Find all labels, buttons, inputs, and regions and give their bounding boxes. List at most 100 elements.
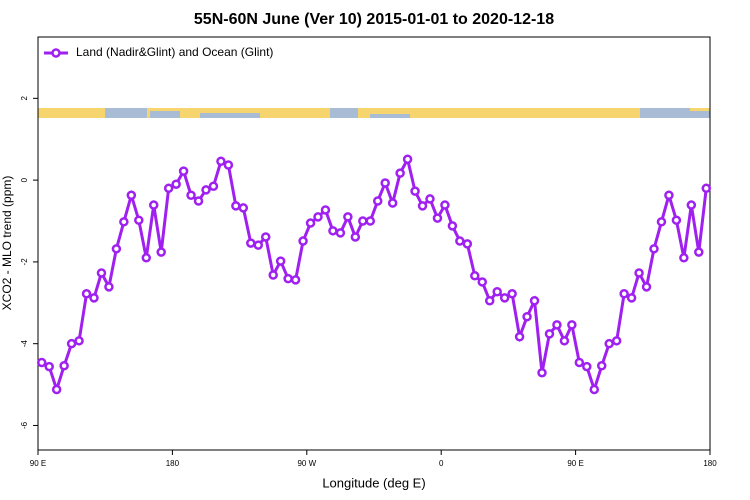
point [417,201,428,211]
point [455,236,465,246]
point [89,293,99,303]
point [380,178,390,188]
point [208,181,219,192]
legend-marker [51,48,61,58]
point [514,331,525,342]
point [544,329,555,339]
point [679,253,689,263]
point [402,154,413,165]
point [141,253,152,263]
point [559,336,570,346]
point [260,232,271,242]
point [156,247,166,257]
point [462,239,473,249]
point [81,289,92,299]
point [589,384,600,395]
point [686,200,697,210]
point [701,183,712,194]
point [216,156,226,167]
point [246,238,256,248]
point [320,205,331,215]
x-tick-label: 180 [703,459,717,468]
x-tick-label: 0 [439,459,444,468]
map-strip [38,108,710,118]
point [193,196,204,206]
point [283,273,293,284]
point [365,216,376,226]
point [134,215,144,225]
point [537,367,547,378]
y-tick-label: 2 [20,96,29,101]
point [305,218,316,228]
point [395,168,405,178]
point [298,236,308,246]
point [664,190,674,200]
point [656,217,667,227]
point [148,200,159,210]
point [626,293,637,303]
point [36,357,47,368]
chart-title: 55N-60N June (Ver 10) 2015-01-01 to 2020… [194,11,554,28]
point [619,289,629,299]
point [178,166,189,176]
series-line [41,155,708,395]
x-axis-label: Longitude (deg E) [322,475,425,490]
point [477,277,488,287]
y-axis-label: XCO2 - MLO trend (ppm) [0,176,14,311]
x-tick-label: 180 [166,459,180,468]
point [66,338,77,349]
x-tick-label: 90 W [297,459,316,468]
point [44,361,54,372]
point [335,228,346,238]
point [343,212,353,222]
point [649,244,659,254]
point [51,384,62,395]
point [470,271,480,281]
point [596,361,607,371]
point [582,361,592,372]
point [111,244,122,254]
point [425,194,435,204]
point [410,186,420,196]
point [671,215,682,225]
point [126,190,137,200]
point [238,203,249,213]
legend-label: Land (Nadir&Glint) and Ocean (Glint) [76,45,273,59]
point [328,226,338,236]
y-tick-label: -4 [20,340,29,348]
point [163,183,174,194]
point [372,196,383,206]
point [440,200,450,210]
point [499,293,510,303]
point [119,217,129,227]
point [223,160,234,170]
point [634,268,644,278]
point [552,320,562,330]
point [74,336,84,346]
point [507,289,517,299]
plot-frame [37,36,711,451]
point [447,221,458,231]
point [522,311,532,322]
point [611,336,622,346]
y-tick-label: -2 [20,258,29,266]
point [201,185,211,195]
point [492,287,502,297]
y-tick-label: 0 [20,177,29,182]
point [313,212,323,222]
point [104,282,114,292]
point [171,179,181,189]
x-tick-label: 90 E [30,459,46,468]
point [350,232,361,242]
point [484,295,495,306]
point [231,201,241,211]
point [567,320,577,330]
point [96,268,107,278]
x-tick-label: 90 E [567,459,583,468]
point [59,361,69,371]
point [268,270,278,280]
point [387,198,398,208]
point [432,213,443,223]
point [186,190,196,200]
